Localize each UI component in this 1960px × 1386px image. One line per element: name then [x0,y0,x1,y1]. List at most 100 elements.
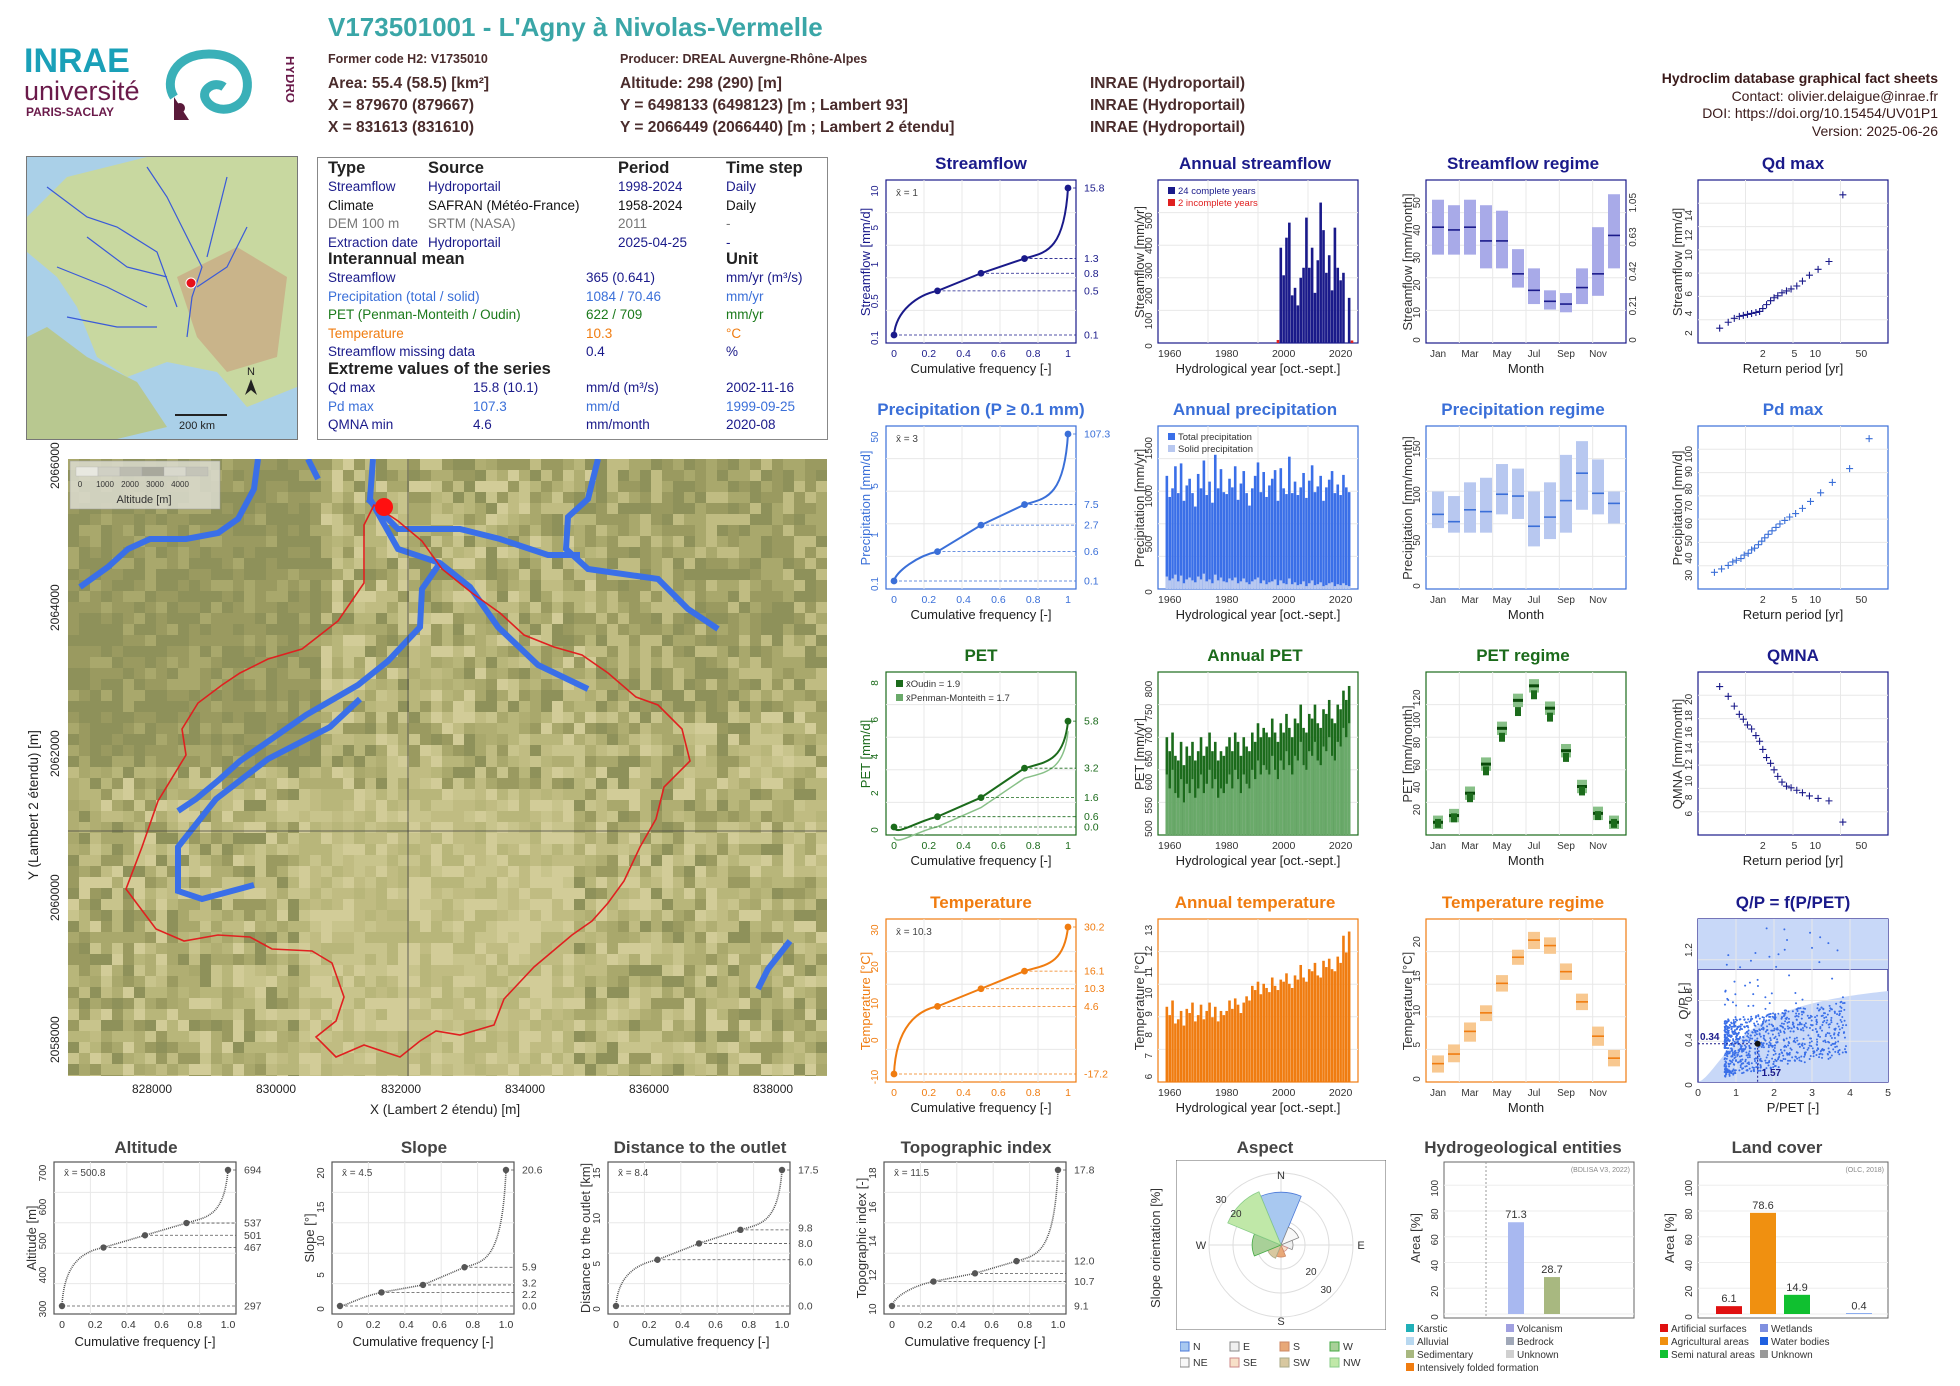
annual-bar [1342,474,1345,589]
terrain-cell [739,459,750,470]
terrain-cell [574,514,585,525]
terrain-cell [596,514,607,525]
terrain-cell [222,624,233,635]
terrain-cell [343,921,354,932]
annual-bar [1282,583,1285,589]
terrain-cell [409,789,420,800]
terrain-cell [475,943,486,954]
terrain-cell [178,602,189,613]
terrain-cell [387,668,398,679]
terrain-cell [409,701,420,712]
annual-bar [1259,774,1263,835]
chart-pet_regime: PET regime Jan Mar May Jul Sep Nov 20 40 60 80 100 1… [1398,646,1648,868]
terrain-cell [332,965,343,976]
terrain-cell [497,910,508,921]
terrain-cell [794,910,805,921]
annual-bar [1168,1015,1171,1082]
terrain-cell [211,976,222,987]
terrain-cell [651,635,662,646]
terrain-cell [90,910,101,921]
terrain-cell [211,1064,222,1075]
terrain-cell [178,767,189,778]
terrain-cell [651,459,662,470]
terrain-cell [442,712,453,723]
terrain-cell [244,789,255,800]
terrain-cell [684,624,695,635]
terrain-cell [761,822,772,833]
terrain-cell [805,1031,816,1042]
terrain-cell [222,646,233,657]
terrain-cell [673,690,684,701]
terrain-cell [574,954,585,965]
contact[interactable]: Contact: olivier.delaigue@inrae.fr [1731,87,1938,104]
terrain-cell [761,1064,772,1075]
terrain-cell [409,514,420,525]
terrain-cell [640,580,651,591]
terrain-cell [442,734,453,745]
terrain-cell [475,547,486,558]
terrain-cell [464,1053,475,1064]
terrain-cell [442,976,453,987]
terrain-cell [123,602,134,613]
terrain-cell [354,591,365,602]
terrain-cell [409,888,420,899]
terrain-cell [332,503,343,514]
terrain-cell [629,547,640,558]
terrain-cell [431,800,442,811]
terrain-cell [409,899,420,910]
quantile-point [977,794,985,801]
terrain-cell [156,1064,167,1075]
terrain-cell [739,811,750,822]
terrain-cell [761,734,772,745]
y-lambert93: Y = 6498133 (6498123) [m ; Lambert 93] [620,97,908,114]
terrain-cell [750,822,761,833]
table-period: 2011 [618,216,648,231]
terrain-cell [277,976,288,987]
terrain-cell [805,668,816,679]
terrain-cell [497,778,508,789]
terrain-cell [409,855,420,866]
terrain-cell [123,976,134,987]
terrain-cell [310,613,321,624]
terrain-cell [167,844,178,855]
terrain-cell [123,800,134,811]
terrain-cell [277,690,288,701]
terrain-cell [629,943,640,954]
terrain-cell [541,921,552,932]
terrain-cell [552,855,563,866]
terrain-cell [728,1042,739,1053]
terrain-cell [442,470,453,481]
terrain-cell [640,668,651,679]
terrain-cell [607,987,618,998]
terrain-cell [431,866,442,877]
terrain-cell [497,833,508,844]
terrain-cell [277,646,288,657]
terrain-cell [717,547,728,558]
terrain-cell [684,822,695,833]
terrain-cell [816,503,827,514]
terrain-cell [332,888,343,899]
terrain-cell [453,767,464,778]
terrain-cell [332,536,343,547]
terrain-cell [783,547,794,558]
terrain-cell [761,833,772,844]
terrain-cell [244,976,255,987]
return-period-point [1763,754,1771,762]
y-tick-label: 50 [870,431,881,443]
annual-bar [1225,582,1228,589]
terrain-cell [365,866,376,877]
terrain-cell [90,932,101,943]
terrain-cell [486,921,497,932]
terrain-cell [453,481,464,492]
terrain-cell [233,657,244,668]
terrain-cell [200,723,211,734]
terrain-cell [387,734,398,745]
terrain-cell [90,778,101,789]
terrain-cell [321,811,332,822]
doi-link[interactable]: DOI: https://doi.org/10.15454/UV01P1 [1702,105,1938,121]
annual-bar [1233,998,1237,1082]
terrain-cell [563,789,574,800]
terrain-cell [596,877,607,888]
terrain-cell [90,690,101,701]
right-tick-label: 0 [1628,337,1639,343]
